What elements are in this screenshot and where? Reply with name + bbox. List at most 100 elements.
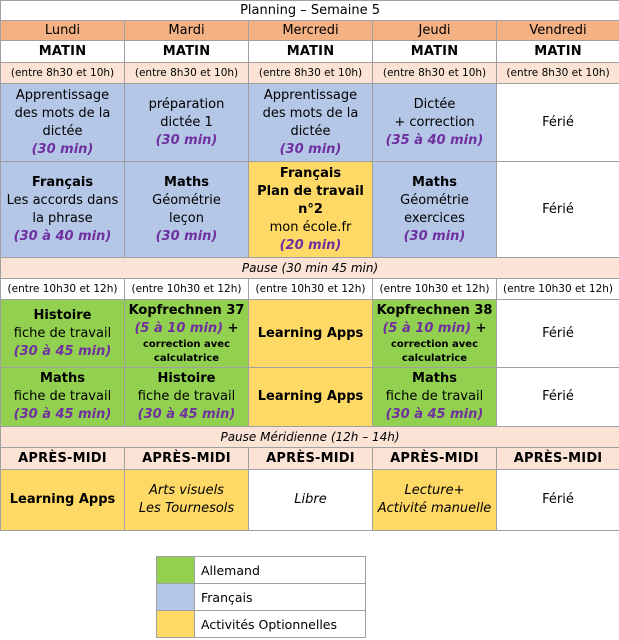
matin-label: MATIN <box>124 40 249 63</box>
slot-note: calculatrice <box>401 352 468 364</box>
slot-text: Arts visuels <box>149 483 224 498</box>
aprem-label: APRÈS-MIDI <box>372 447 497 470</box>
aprem-label: APRÈS-MIDI <box>495 447 619 470</box>
pause-meridienne-banner: Pause Méridienne (12h – 14h) <box>0 426 619 448</box>
slot-subject: Histoire <box>33 307 92 323</box>
slot-text: Dictée <box>413 96 456 112</box>
slot-duration: (35 à 40 min) <box>385 132 484 148</box>
slot-mardi-1: préparation dictée 1 (30 min) <box>124 83 249 162</box>
slot-vendredi-2: Férié <box>495 161 619 258</box>
slot-duration: (30 à 45 min) <box>13 343 112 359</box>
matin-hours: (entre 8h30 et 10h) <box>124 62 249 84</box>
slot-duration: (5 à 10 min) <box>382 320 472 336</box>
legend-swatch-activites <box>156 610 195 638</box>
slot-jeudi-2: Maths Géométrie exercices (30 min) <box>372 161 497 258</box>
slot-jeudi-3: Kopfrechnen 38 (5 à 10 min) + correction… <box>372 299 497 368</box>
slot-text: fiche de travail <box>385 389 484 404</box>
slot-lundi-1: Apprentissage des mots de la dictée (30 … <box>0 83 125 162</box>
slot-subject: Kopfrechnen 38 <box>376 302 493 318</box>
slot-text: dictée 1 <box>160 114 213 130</box>
mid-hours: (entre 10h30 et 12h) <box>495 278 619 300</box>
slot-duration: (30 min) <box>31 141 94 157</box>
slot-duration: (30 à 40 min) <box>13 228 112 244</box>
legend-swatch-allemand <box>156 556 195 584</box>
slot-text: exercices <box>404 210 465 226</box>
matin-label: MATIN <box>372 40 497 63</box>
slot-lundi-3: Histoire fiche de travail (30 à 45 min) <box>0 299 125 368</box>
matin-hours: (entre 8h30 et 10h) <box>495 62 619 84</box>
slot-jeudi-1: Dictée + correction (35 à 40 min) <box>372 83 497 162</box>
slot-lundi-2: Français Les accords dans la phrase (30 … <box>0 161 125 258</box>
slot-subject: Maths <box>40 371 85 386</box>
slot-subject: Français <box>279 165 342 181</box>
slot-lundi-4: Maths fiche de travail (30 à 45 min) <box>0 367 125 427</box>
slot-duration: (30 min) <box>155 132 218 148</box>
legend-label-allemand: Allemand <box>194 556 366 584</box>
slot-note: calculatrice <box>153 352 220 364</box>
slot-jeudi-5: Lecture+ Activité manuelle <box>372 469 497 531</box>
slot-text: Apprentissage <box>15 87 110 103</box>
aprem-label: APRÈS-MIDI <box>248 447 373 470</box>
slot-mardi-4: Histoire fiche de travail (30 à 45 min) <box>124 367 249 427</box>
slot-plus: + <box>223 320 239 336</box>
slot-vendredi-5: Férié <box>495 469 619 531</box>
matin-hours: (entre 8h30 et 10h) <box>0 62 125 84</box>
mid-hours: (entre 10h30 et 12h) <box>124 278 249 300</box>
slot-vendredi-3: Férié <box>495 299 619 368</box>
slot-text: dictée <box>290 123 331 139</box>
slot-text: la phrase <box>32 210 93 226</box>
slot-text: préparation <box>148 96 225 112</box>
slot-duration: (30 min) <box>403 228 466 244</box>
slot-text: Activité manuelle <box>377 501 492 516</box>
legend-label-francais: Français <box>194 583 366 611</box>
slot-duration: (30 min) <box>279 141 342 157</box>
slot-subject: Français <box>31 174 94 190</box>
pause-banner: Pause (30 min 45 min) <box>0 257 619 279</box>
slot-text: leçon <box>169 210 204 226</box>
day-header-jeudi: Jeudi <box>372 20 497 41</box>
slot-mercredi-3: Learning Apps <box>248 299 373 368</box>
slot-vendredi-4: Férié <box>495 367 619 427</box>
matin-label: MATIN <box>248 40 373 63</box>
slot-text: Géométrie <box>152 192 221 208</box>
slot-mardi-3: Kopfrechnen 37 (5 à 10 min) + correction… <box>124 299 249 368</box>
slot-subject: Maths <box>164 174 209 190</box>
legend-label-activites: Activités Optionnelles <box>194 610 366 638</box>
slot-mercredi-2: Français Plan de travail n°2 mon école.f… <box>248 161 373 258</box>
mid-hours: (entre 10h30 et 12h) <box>248 278 373 300</box>
matin-label: MATIN <box>0 40 125 63</box>
slot-text: des mots de la <box>262 105 359 121</box>
slot-text: dictée <box>42 123 83 139</box>
matin-hours: (entre 8h30 et 10h) <box>372 62 497 84</box>
slot-text: + correction <box>394 114 475 130</box>
slot-mercredi-4: Learning Apps <box>248 367 373 427</box>
slot-subject: Histoire <box>157 371 216 386</box>
slot-duration: (30 min) <box>155 228 218 244</box>
slot-duration: (30 à 45 min) <box>137 407 236 422</box>
slot-subject: Plan de travail <box>257 183 364 199</box>
slot-subject: n°2 <box>298 201 323 217</box>
slot-text: Lecture+ <box>404 483 465 498</box>
slot-mercredi-1: Apprentissage des mots de la dictée (30 … <box>248 83 373 162</box>
slot-text: Géométrie <box>400 192 469 208</box>
slot-mardi-2: Maths Géométrie leçon (30 min) <box>124 161 249 258</box>
slot-duration: (20 min) <box>279 237 342 253</box>
slot-text: mon école.fr <box>269 219 352 235</box>
aprem-label: APRÈS-MIDI <box>0 447 125 470</box>
slot-plus: + <box>471 320 487 336</box>
slot-mardi-5: Arts visuels Les Tournesols <box>124 469 249 531</box>
slot-text: Apprentissage <box>263 87 358 103</box>
schedule-table: Planning – Semaine 5 Lundi Mardi Mercred… <box>0 0 619 531</box>
slot-subject: Maths <box>412 174 457 190</box>
matin-hours: (entre 8h30 et 10h) <box>248 62 373 84</box>
mid-hours: (entre 10h30 et 12h) <box>372 278 497 300</box>
slot-duration: (30 à 45 min) <box>13 407 112 422</box>
slot-text: fiche de travail <box>137 389 236 404</box>
slot-text: fiche de travail <box>13 389 112 404</box>
slot-text: Les accords dans <box>6 192 119 208</box>
slot-text: Les Tournesols <box>138 501 235 516</box>
slot-jeudi-4: Maths fiche de travail (30 à 45 min) <box>372 367 497 427</box>
day-header-lundi: Lundi <box>0 20 125 41</box>
legend: Allemand Français Activités Optionnelles <box>156 556 366 638</box>
slot-text: fiche de travail <box>13 325 112 341</box>
